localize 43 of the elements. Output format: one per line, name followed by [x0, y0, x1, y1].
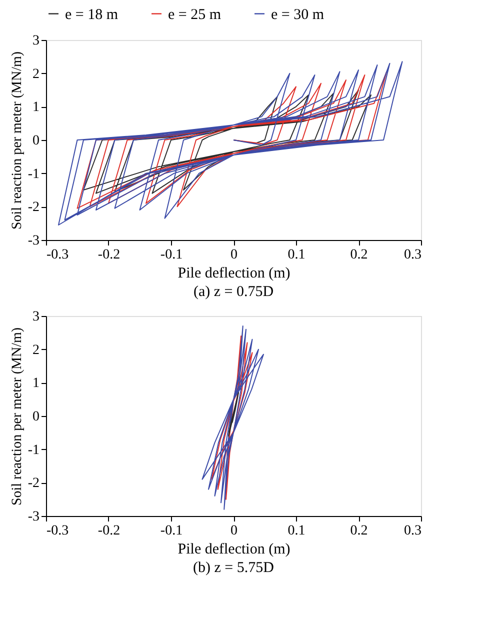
x-tick-label: -0.3: [46, 248, 69, 262]
y-tick-label: 2: [32, 66, 40, 82]
line-series: [211, 336, 253, 500]
y-axis-title: Soil reaction per meter (MN/m): [10, 51, 25, 230]
y-tick-label: 1: [32, 376, 40, 392]
y-tick-label: -2: [28, 200, 40, 216]
y-tick-label: 2: [32, 342, 40, 358]
x-tick-label: 0.3: [404, 524, 422, 538]
x-axis-title: Pile deflection (m): [178, 266, 290, 282]
text: (b) z = 5.75D: [193, 560, 274, 576]
x-tick-label: 0.2: [350, 248, 368, 262]
y-tick-label: -3: [28, 510, 40, 524]
y-tick-label: 0: [32, 134, 40, 148]
legend-label: e = 30 m: [271, 6, 324, 23]
y-axis-title: Soil reaction per meter (MN/m): [10, 327, 25, 506]
legend-label: e = 25 m: [168, 6, 222, 23]
line-series: [58, 61, 403, 226]
x-tick-label: -0.1: [160, 524, 183, 538]
x-tick-label: -0.3: [46, 524, 69, 538]
x-tick-label: 0: [230, 248, 238, 262]
x-tick-label: 0.3: [404, 248, 422, 262]
line-series: [228, 392, 239, 436]
y-tick-label: -3: [28, 234, 40, 248]
x-tick-label: -0.2: [98, 524, 120, 538]
line-series: [83, 90, 372, 194]
y-tick-label: -2: [28, 476, 40, 492]
y-tick-label: -1: [28, 442, 40, 458]
y-tick-label: 1: [32, 100, 40, 116]
x-tick-label: -0.1: [160, 248, 183, 262]
y-tick-label: 3: [32, 34, 40, 48]
x-tick-label: -0.2: [98, 248, 120, 262]
x-tick-label: 0: [230, 524, 238, 538]
y-tick-label: -1: [28, 166, 40, 182]
text: (a) z = 0.75D: [193, 284, 274, 300]
y-tick-label: 3: [32, 310, 40, 324]
x-tick-label: 0.2: [350, 524, 368, 538]
line-series: [76, 71, 388, 209]
y-tick-label: 0: [32, 410, 40, 424]
x-axis-title: Pile deflection (m): [178, 542, 290, 558]
legend-label: e = 18 m: [65, 6, 118, 23]
line-series: [202, 326, 264, 510]
x-tick-label: 0.1: [288, 248, 306, 262]
x-tick-label: 0.1: [288, 524, 306, 538]
